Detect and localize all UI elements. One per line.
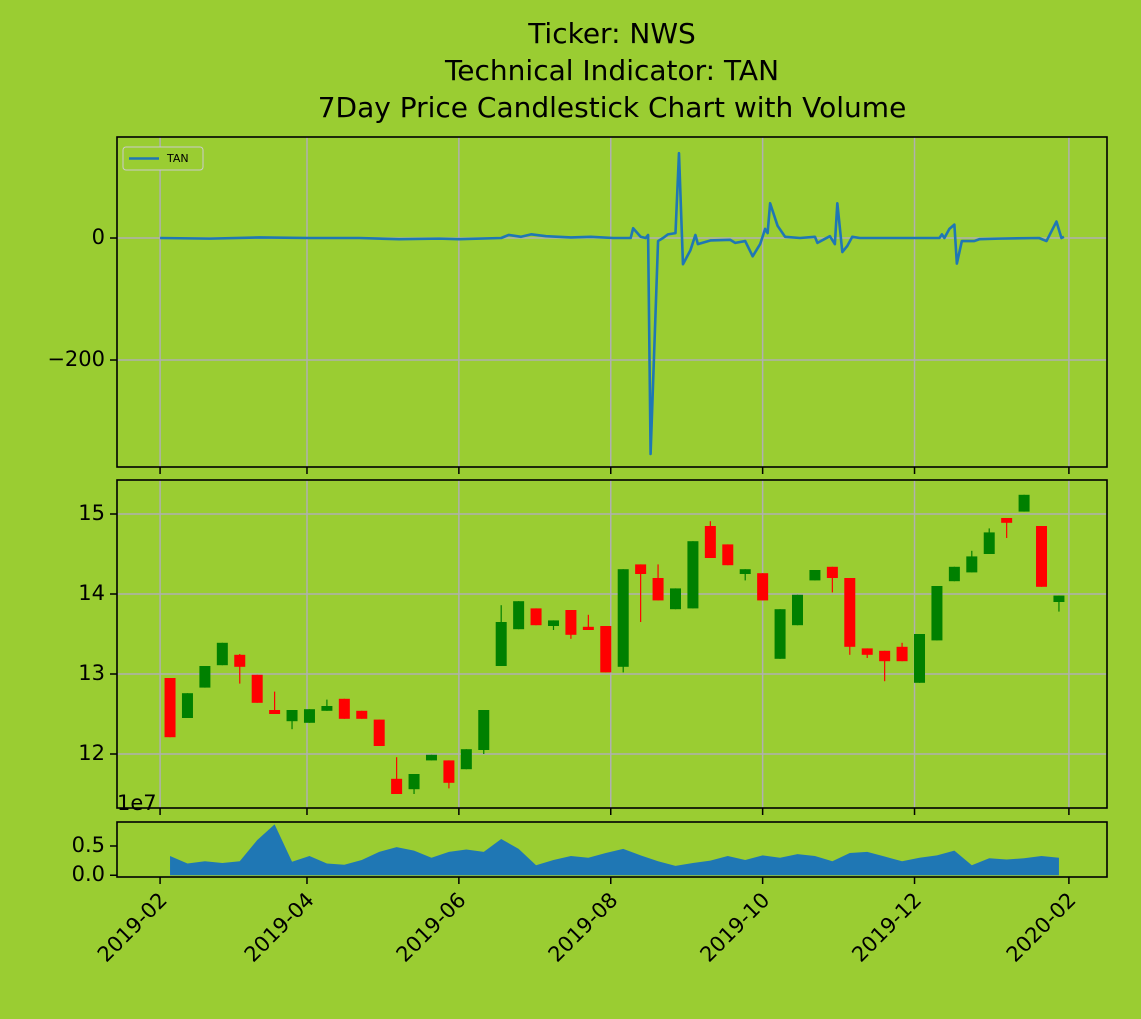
candle-body — [600, 626, 612, 673]
candle-body — [269, 710, 281, 714]
candle-body — [391, 778, 403, 794]
candle-body — [983, 532, 995, 554]
y-tick-label: 0.5 — [72, 833, 105, 857]
line — [160, 151, 1065, 456]
candle-body — [896, 646, 908, 662]
candle-body — [356, 710, 368, 719]
candle-body — [809, 570, 821, 581]
frame — [116, 136, 1108, 468]
candle-body — [547, 620, 559, 626]
candle-body — [826, 566, 838, 578]
legend-label: TAN — [166, 152, 189, 165]
candle-body — [321, 706, 333, 711]
candle-body — [792, 594, 804, 626]
panel: −200 0 TAN — [47, 136, 1108, 474]
y-tick-label: 13 — [78, 661, 105, 685]
candle-body — [617, 569, 629, 667]
panel: 12 13 14 15 — [78, 479, 1108, 815]
y-tick-label: 12 — [78, 741, 105, 765]
offset-text: 1e7 — [117, 791, 157, 815]
candle-body — [879, 650, 891, 662]
candle-body — [164, 678, 176, 738]
candle-body — [443, 760, 455, 783]
candle-body — [582, 626, 594, 630]
candle-body — [251, 674, 263, 703]
candle-body — [914, 634, 926, 683]
y-tick-label: 14 — [78, 581, 105, 605]
candle-body — [704, 526, 716, 558]
candle-body — [687, 541, 699, 609]
plot-area — [117, 480, 1107, 808]
candle-body — [408, 774, 420, 790]
candle-body — [861, 648, 873, 655]
title-line: 7Day Price Candlestick Chart with Volume — [318, 91, 907, 124]
candle-body — [635, 564, 647, 574]
candle-body — [669, 588, 681, 610]
candle-body — [478, 710, 490, 750]
legend-box — [122, 146, 204, 171]
candle-body — [1001, 518, 1013, 523]
candle-body — [931, 586, 943, 641]
candle-body — [530, 608, 542, 626]
marks — [170, 824, 1059, 876]
candle-body — [966, 556, 978, 573]
candle-body — [948, 566, 960, 582]
candle-body — [373, 719, 385, 746]
candle-body — [338, 698, 350, 719]
title-line: Ticker: NWS — [527, 17, 696, 50]
frame — [116, 821, 1108, 878]
candle-body — [460, 749, 472, 770]
title-line: Technical Indicator: TAN — [444, 54, 779, 87]
marks — [164, 494, 1065, 794]
marks — [160, 151, 1065, 456]
candle-body — [303, 709, 315, 723]
y-tick-label: 0 — [92, 225, 105, 249]
candle-body — [757, 573, 769, 601]
candle-body — [565, 610, 577, 635]
frame — [116, 479, 1108, 809]
candle-body — [722, 544, 734, 566]
candle-body — [844, 578, 856, 647]
candle-body — [1053, 595, 1065, 602]
y-tick-label: 15 — [78, 501, 105, 525]
candle-body — [199, 666, 211, 688]
candle-body — [1036, 526, 1048, 587]
candle-body — [774, 609, 786, 659]
candle-body — [739, 569, 751, 574]
area — [170, 824, 1059, 876]
candle-body — [181, 693, 193, 718]
candle-body — [216, 642, 228, 666]
candle-body — [1018, 494, 1030, 512]
candle-body — [286, 710, 298, 722]
candle-body — [652, 578, 664, 601]
candle-body — [495, 622, 507, 666]
y-tick-label: 0.0 — [72, 862, 105, 886]
candle-body — [425, 754, 437, 761]
plot-area — [117, 137, 1107, 467]
y-tick-label: −200 — [47, 347, 105, 371]
candle-body — [234, 654, 246, 667]
candle-body — [513, 601, 525, 630]
